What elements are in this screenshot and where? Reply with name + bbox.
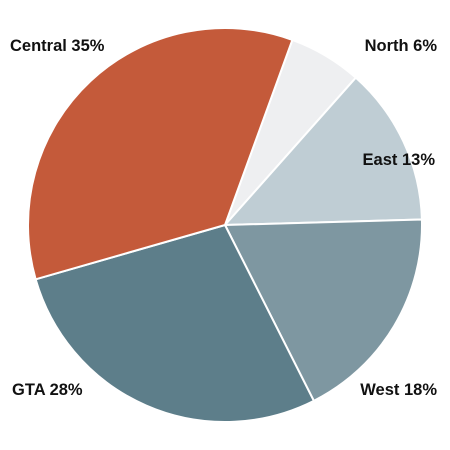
label-central: Central 35% xyxy=(10,37,105,55)
pie-slice-east xyxy=(224,76,423,226)
pie-labels: Central 35% North 6% East 13% West 18% G… xyxy=(10,37,437,399)
label-gta: GTA 28% xyxy=(12,381,83,399)
pie-slices xyxy=(27,26,423,423)
pie-slice-central xyxy=(27,26,294,281)
pie-slice-west xyxy=(224,218,423,402)
pie-slice-gta xyxy=(34,224,315,423)
label-west: West 18% xyxy=(360,381,437,399)
label-east: East 13% xyxy=(363,151,436,169)
label-north: North 6% xyxy=(365,37,438,55)
